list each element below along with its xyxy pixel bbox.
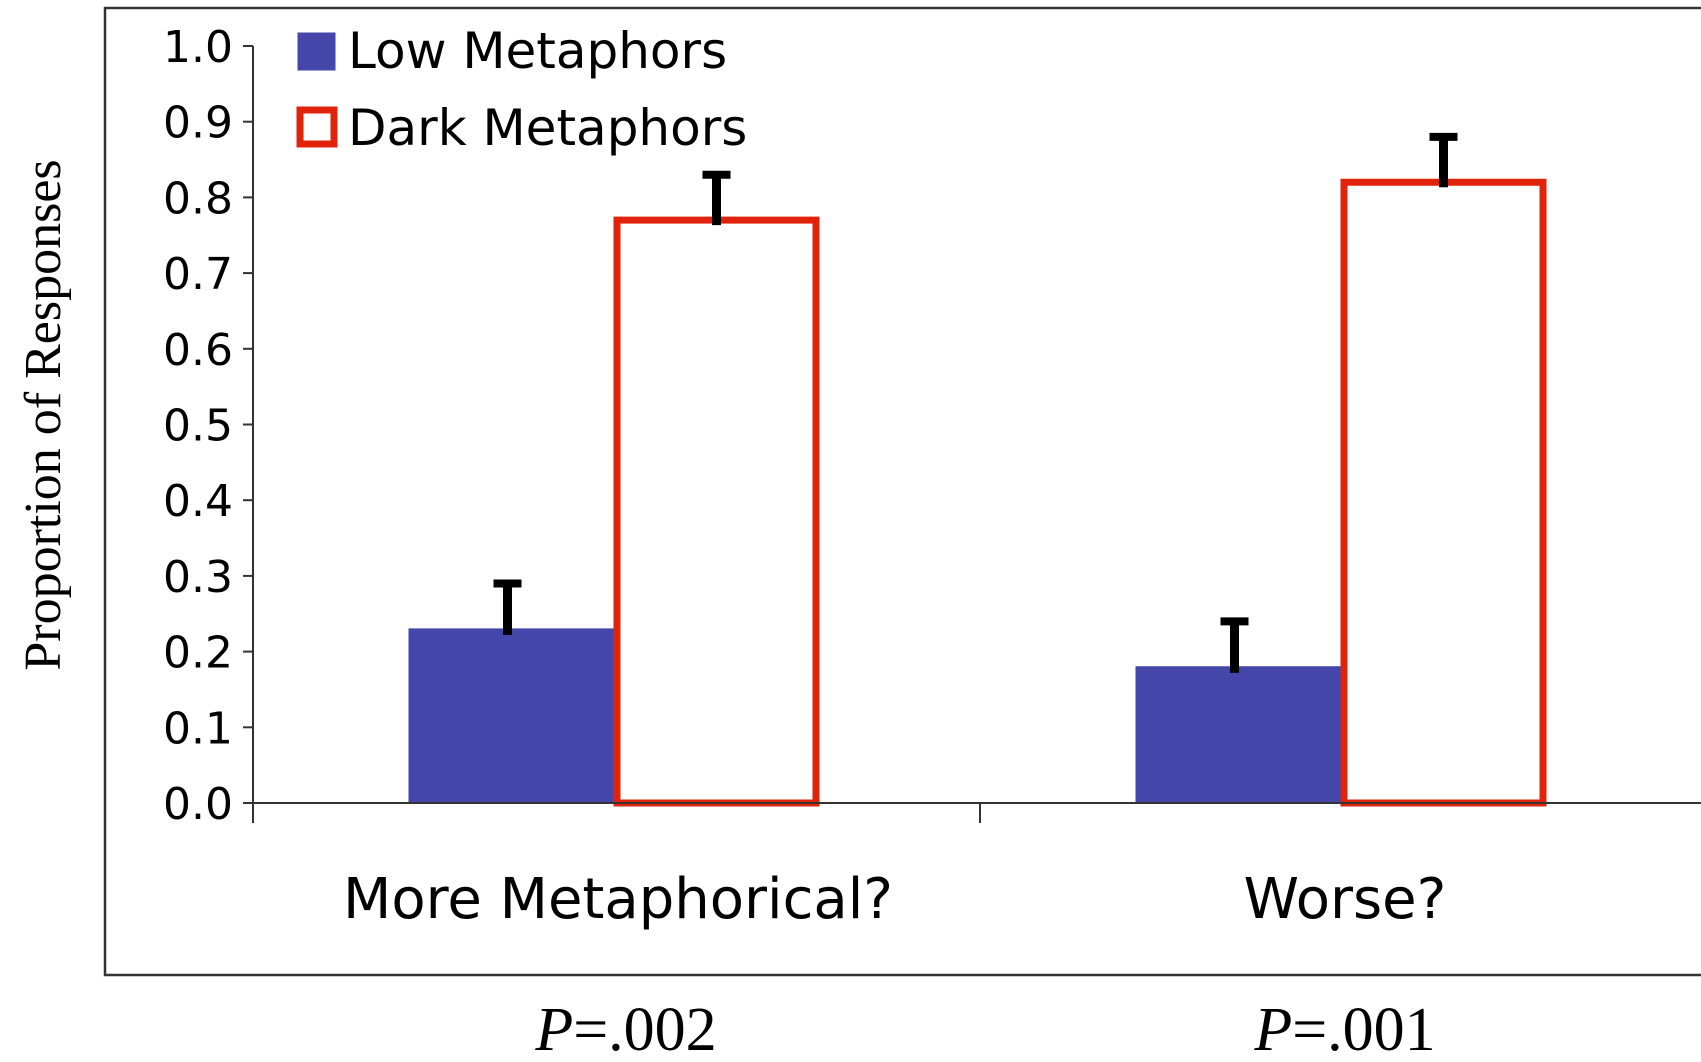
p-number: =.002 bbox=[573, 996, 716, 1057]
y-tick-label: 0.1 bbox=[163, 703, 233, 754]
p-value-1: P=.002 bbox=[534, 996, 716, 1057]
y-tick-label: 0.0 bbox=[163, 779, 233, 830]
bar-low-metaphors-2 bbox=[1135, 666, 1342, 804]
y-tick-label: 1.0 bbox=[163, 22, 233, 73]
error-bars bbox=[493, 132, 1458, 673]
p-values: P=.002 P=.001 bbox=[534, 996, 1435, 1062]
y-axis-label: Proportion of Responses bbox=[15, 159, 72, 670]
p-number: =.001 bbox=[1292, 996, 1435, 1057]
y-tick-label: 0.7 bbox=[163, 249, 233, 300]
bar-low-metaphors-1 bbox=[408, 628, 615, 804]
error-bar-dark-1 bbox=[702, 170, 731, 226]
legend-item-low-metaphors: Low Metaphors bbox=[297, 22, 727, 80]
legend-label: Low Metaphors bbox=[348, 22, 727, 80]
legend-item-dark-metaphors: Dark Metaphors bbox=[296, 99, 747, 157]
y-axis: 0.0 0.1 0.2 0.3 0.4 0.5 0.6 0.7 0.8 0.9 1.0 bbox=[163, 22, 254, 830]
error-bar-low-1 bbox=[493, 579, 522, 635]
category-label-2: Worse? bbox=[1244, 867, 1447, 932]
p-value-2: P=.001 bbox=[1253, 996, 1435, 1057]
error-bar-low-2 bbox=[1220, 617, 1249, 673]
bar-dark-metaphors-2 bbox=[1340, 178, 1547, 807]
bar-dark-metaphors-1 bbox=[613, 216, 820, 807]
y-tick-label: 0.9 bbox=[163, 98, 233, 149]
p-letter: P bbox=[534, 996, 573, 1057]
y-tick-label: 0.2 bbox=[163, 628, 233, 679]
category-label-1: More Metaphorical? bbox=[343, 867, 893, 932]
legend-box bbox=[280, 10, 785, 162]
y-tick-label: 0.5 bbox=[163, 401, 233, 452]
y-tick-label: 0.4 bbox=[163, 476, 233, 527]
y-tick-label: 0.6 bbox=[163, 325, 233, 376]
legend-label: Dark Metaphors bbox=[348, 99, 747, 157]
x-axis: More Metaphorical? Worse? bbox=[253, 802, 1701, 932]
p-letter: P bbox=[1253, 996, 1292, 1057]
bars bbox=[408, 178, 1547, 807]
y-tick-label: 0.3 bbox=[163, 552, 233, 603]
legend-swatch-dark-metaphors bbox=[296, 106, 338, 148]
chart-frame bbox=[103, 6, 1701, 977]
legend: Low Metaphors Dark Metaphors bbox=[280, 10, 785, 162]
error-bar-dark-2 bbox=[1429, 132, 1458, 188]
legend-swatch-low-metaphors bbox=[297, 32, 336, 71]
y-tick-label: 0.8 bbox=[163, 173, 233, 224]
